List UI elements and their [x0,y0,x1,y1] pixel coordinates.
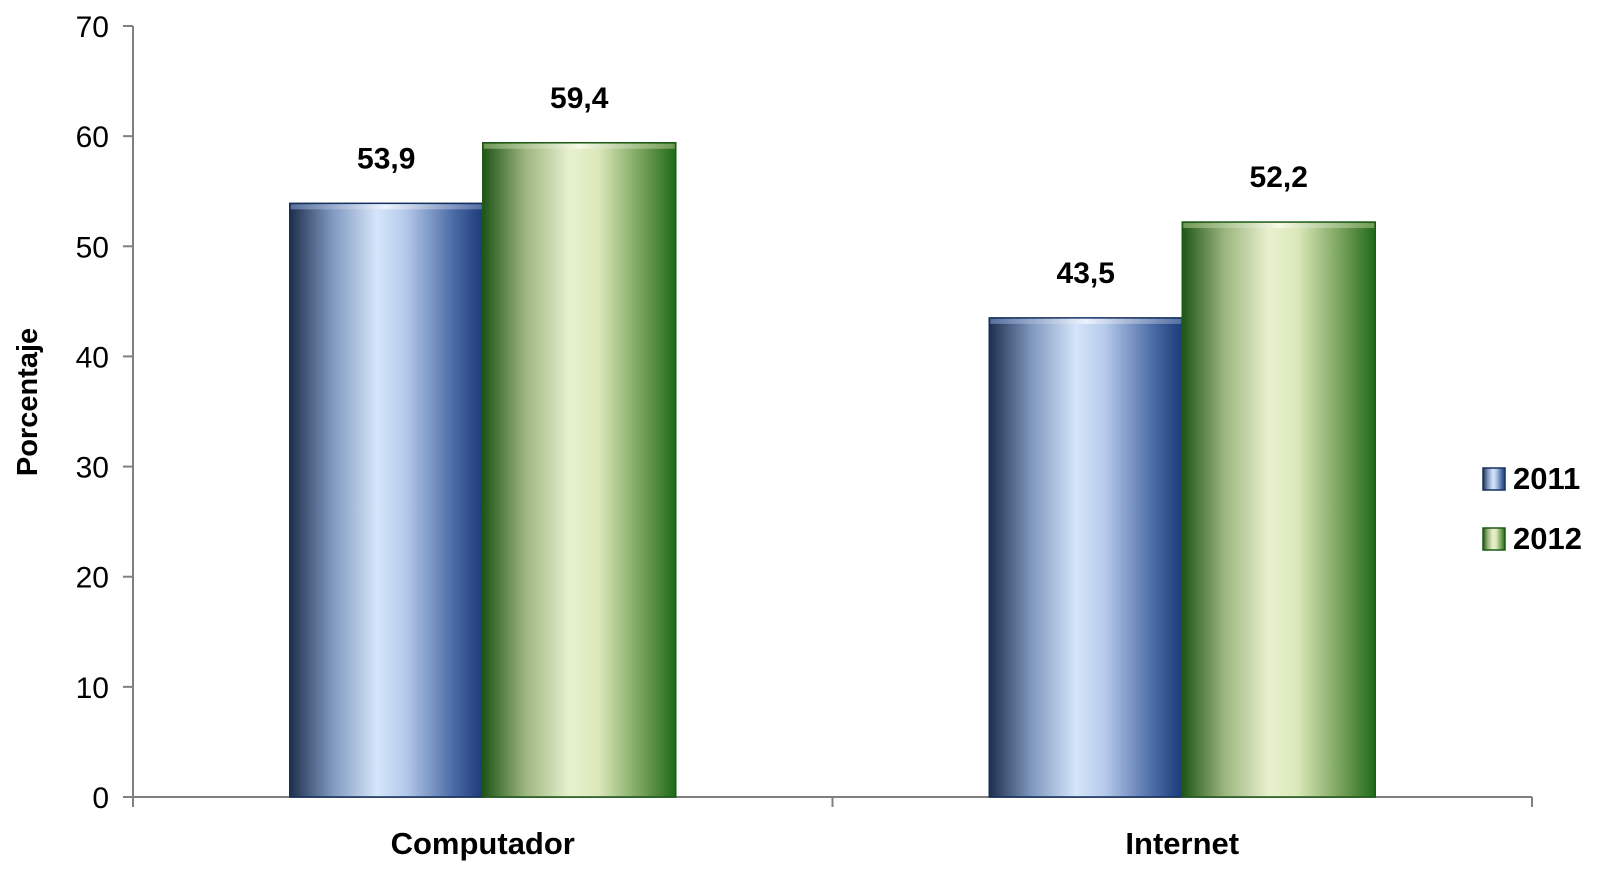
bar-2011-computador [289,202,484,798]
data-label: 59,4 [550,82,609,115]
legend: 2011 2012 [1482,461,1582,556]
bar-highlight [483,143,675,149]
y-tick-label: 40 [76,341,109,374]
bar-2012-computador [482,142,677,798]
labels: 53,9 59,4 Computador 43,5 52,2 Internet Porcen… [12,82,1308,861]
y-tick-label: 10 [76,672,109,705]
legend-label-2012: 2012 [1513,521,1582,556]
y-tick-label: 30 [76,452,109,485]
x-tick-label: Internet [1125,826,1239,861]
bar-2011-internet [988,317,1183,798]
y-tick-label: 60 [76,121,109,154]
bar-highlight [290,204,482,210]
legend-swatch-2011 [1482,467,1506,491]
data-label: 53,9 [357,142,415,175]
legend-label-2011: 2011 [1513,461,1580,496]
bar-highlight [990,318,1182,324]
y-tick-label: 70 [76,11,109,44]
bars [289,142,1376,798]
y-axis-title: Porcentaje [12,328,44,476]
bar-highlight [1183,223,1375,229]
bar-2012-internet [1181,221,1376,798]
data-label: 52,2 [1250,161,1308,194]
x-tick-label: Computador [391,826,575,861]
y-tick-label: 20 [76,562,109,595]
y-tick-label: 50 [76,231,109,264]
data-label: 43,5 [1057,257,1115,290]
legend-swatch-2012 [1482,527,1506,551]
y-tick-label: 0 [92,782,109,815]
